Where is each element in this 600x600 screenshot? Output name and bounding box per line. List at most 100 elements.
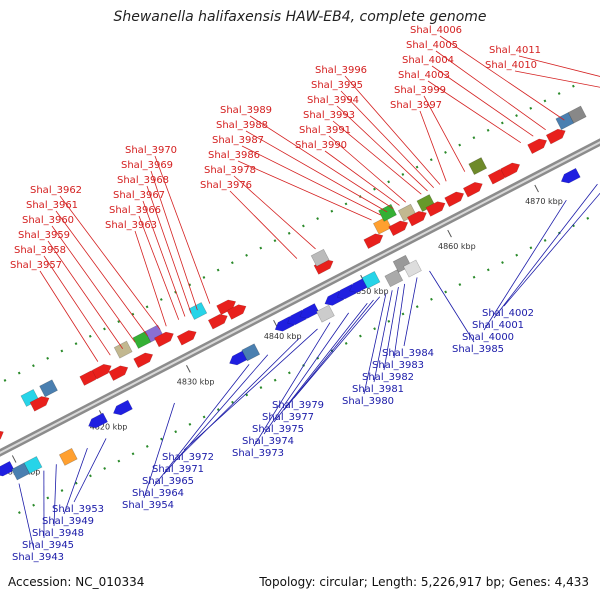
reverse-gene-label: Shal_3953 — [52, 504, 104, 515]
gene-arrow — [91, 363, 112, 380]
leader-line — [134, 230, 167, 327]
gene-box — [468, 157, 488, 176]
gene-arrow — [108, 365, 129, 381]
leader-line — [229, 190, 298, 259]
reverse-gene-label: Shal_3985 — [452, 344, 504, 355]
reverse-gene — [88, 412, 108, 429]
reverse-gene — [384, 269, 404, 288]
leader-line — [383, 287, 399, 371]
reverse-gene-label: Shal_3943 — [12, 552, 64, 563]
gene-box — [361, 270, 381, 289]
forward-gene-label: Shal_3986 — [208, 150, 260, 161]
reverse-gene — [241, 343, 261, 362]
leader-line — [53, 464, 57, 527]
forward-gene — [372, 216, 392, 235]
gene-arrow — [462, 181, 483, 198]
forward-gene — [378, 203, 397, 222]
reverse-gene-label: Shal_3984 — [382, 348, 434, 359]
gene-arrow — [112, 399, 133, 416]
reverse-gene-label: Shal_3972 — [162, 452, 214, 463]
gene-arrow — [363, 233, 384, 249]
forward-gene — [216, 299, 237, 316]
forward-gene-label: Shal_3994 — [307, 95, 359, 106]
leader-line — [63, 447, 88, 515]
leader-line — [18, 483, 35, 551]
leader-line — [336, 105, 428, 192]
gene-arrow — [0, 429, 4, 446]
gene-box — [555, 112, 575, 130]
forward-gene — [468, 157, 488, 176]
leader-line — [233, 175, 316, 250]
gene-box — [241, 343, 261, 362]
reverse-gene-label: Shal_3982 — [362, 372, 414, 383]
forward-gene — [310, 248, 330, 267]
leader-line — [143, 402, 175, 499]
forward-gene — [462, 181, 483, 198]
forward-gene-label: Shal_3967 — [113, 190, 165, 201]
gene-arrow — [133, 352, 154, 369]
forward-gene — [388, 220, 409, 237]
gene-box — [58, 447, 78, 466]
gene-arrow — [29, 396, 50, 412]
forward-gene — [545, 128, 566, 145]
leader-line — [142, 200, 186, 317]
leader-line — [483, 199, 567, 331]
forward-gene-label: Shal_3988 — [216, 120, 268, 131]
reverse-gene-label: Shal_3965 — [142, 476, 194, 487]
kbp-tick-label: 4850 kbp — [351, 287, 389, 296]
forward-gene-label: Shal_3978 — [204, 165, 256, 176]
forward-gene — [113, 340, 133, 359]
forward-gene — [226, 304, 247, 320]
forward-gene — [91, 363, 112, 380]
reverse-gene-label: Shal_3977 — [262, 412, 314, 423]
leader-line — [163, 354, 269, 475]
reverse-gene-label: Shal_3981 — [352, 384, 404, 395]
reverse-gene-label: Shal_4002 — [482, 308, 534, 319]
leader-line-layer — [18, 35, 600, 551]
forward-gene — [500, 162, 521, 179]
leader-line — [403, 277, 418, 347]
forward-gene-label: Shal_4005 — [406, 40, 458, 51]
leader-line — [150, 170, 198, 311]
kbp-tick — [447, 229, 452, 238]
gene-arrow — [560, 167, 581, 184]
reverse-gene-label: Shal_3974 — [242, 436, 294, 447]
gene-arrow — [425, 201, 446, 217]
forward-gene — [154, 331, 174, 348]
leader-line — [503, 192, 600, 307]
kbp-tick — [186, 365, 191, 373]
leader-line — [328, 135, 407, 203]
leader-line — [154, 155, 211, 304]
forward-gene-label: Shal_3991 — [299, 125, 351, 136]
forward-gene-label: Shal_3970 — [125, 145, 177, 156]
reverse-gene — [112, 399, 133, 416]
forward-gene — [0, 429, 4, 446]
kbp-tick — [11, 455, 17, 463]
gene-arrow — [154, 331, 174, 348]
reverse-gene — [11, 462, 30, 481]
gene-arrow — [527, 138, 548, 155]
reverse-gene-label: Shal_3979 — [272, 400, 324, 411]
leader-line — [241, 145, 382, 216]
reverse-gene — [361, 270, 381, 289]
forward-gene — [133, 352, 154, 369]
leader-line — [373, 290, 393, 383]
forward-gene-label: Shal_4004 — [402, 55, 454, 66]
forward-gene — [39, 379, 58, 398]
forward-gene-label: Shal_3990 — [295, 140, 347, 151]
reverse-gene — [316, 304, 335, 323]
backbone-layer — [0, 79, 600, 515]
gene-box — [11, 462, 30, 481]
leader-line — [153, 364, 250, 487]
reverse-gene-label: Shal_3948 — [32, 528, 84, 539]
gene-arrow — [216, 299, 237, 316]
reverse-gene-label: Shal_3954 — [122, 500, 174, 511]
reverse-gene — [23, 456, 43, 474]
reverse-guide-dots — [17, 210, 600, 515]
leader-line — [51, 225, 136, 343]
forward-gene-label: Shal_3962 — [30, 185, 82, 196]
forward-gene-label: Shal_3968 — [117, 175, 169, 186]
gene-arrow — [444, 191, 465, 208]
reverse-gene-label: Shal_3973 — [232, 448, 284, 459]
kbp-tick-label: 4840 kbp — [264, 332, 302, 341]
